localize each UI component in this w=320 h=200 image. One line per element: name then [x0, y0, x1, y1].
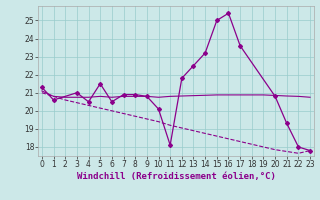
- X-axis label: Windchill (Refroidissement éolien,°C): Windchill (Refroidissement éolien,°C): [76, 172, 276, 181]
